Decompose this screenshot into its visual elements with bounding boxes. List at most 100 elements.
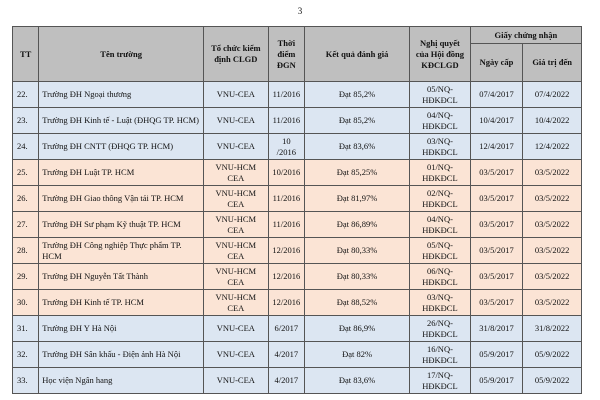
cell-valid-until: 12/4/2022 xyxy=(522,133,582,160)
table-row: 28. Trường ĐH Công nghiệp Thực phẩm TP. … xyxy=(11,237,582,264)
cell-issue-date: 10/4/2017 xyxy=(469,107,524,134)
cell-valid-until: 05/9/2022 xyxy=(522,367,582,394)
cell-result: Đạt 85,2% xyxy=(304,107,411,134)
cell-org: VNU-CEA xyxy=(202,133,269,160)
cell-result: Đạt 85,25% xyxy=(304,159,411,186)
cell-issue-date: 03/5/2017 xyxy=(469,159,524,186)
cell-issue-date: 03/5/2017 xyxy=(469,237,524,264)
cell-time: 12/2016 xyxy=(267,289,306,316)
table-row: 31. Trường ĐH Y Hà Nội VNU-CEA 6/2017 Đạ… xyxy=(11,315,582,342)
cell-tt: 33. xyxy=(11,367,40,394)
table-row: 22. Trường ĐH Ngoại thương VNU-CEA 11/20… xyxy=(11,81,582,108)
cell-time: 12/2016 xyxy=(267,263,306,290)
cell-time: 11/2016 xyxy=(267,107,306,134)
header-decision: Nghị quyết của Hội đồng KĐCLGD xyxy=(409,26,471,82)
cell-tt: 23. xyxy=(11,107,40,134)
header-issue-date: Ngày cấp xyxy=(469,43,524,82)
cell-name: Trường ĐH Sư phạm Kỹ thuật TP. HCM xyxy=(38,211,204,238)
cell-issue-date: 03/5/2017 xyxy=(469,263,524,290)
cell-valid-until: 07/4/2022 xyxy=(522,81,582,108)
cell-tt: 32. xyxy=(11,341,40,368)
cell-time: 11/2016 xyxy=(267,185,306,212)
cell-issue-date: 05/9/2017 xyxy=(469,367,524,394)
cell-decision: 04/NQ-HĐKĐCL xyxy=(409,211,471,238)
cell-result: Đạt 83,6% xyxy=(304,133,411,160)
cell-org: VNU-HCM CEA xyxy=(202,237,269,264)
cell-issue-date: 07/4/2017 xyxy=(469,81,524,108)
cell-result: Đạt 80,33% xyxy=(304,263,411,290)
cell-tt: 26. xyxy=(11,185,40,212)
page-number: 3 xyxy=(297,6,303,16)
cell-org: VNU-CEA xyxy=(202,315,269,342)
cell-decision: 05/NQ-HĐKĐCL xyxy=(409,237,471,264)
cell-decision: 03/NQ-HĐKĐCL xyxy=(409,133,471,160)
table-row: 33. Học viện Ngân hang VNU-CEA 4/2017 Đạ… xyxy=(11,367,582,394)
header-tt: TT xyxy=(11,26,40,82)
cell-time: 12/2016 xyxy=(267,237,306,264)
cell-name: Trường ĐH Nguyễn Tất Thành xyxy=(38,263,204,290)
cell-valid-until: 03/5/2022 xyxy=(522,159,582,186)
cell-name: Trường ĐH Y Hà Nội xyxy=(38,315,204,342)
cell-issue-date: 03/5/2017 xyxy=(469,185,524,212)
cell-result: Đạt 83,6% xyxy=(304,367,411,394)
cell-org: VNU-HCM CEA xyxy=(202,159,269,186)
cell-tt: 27. xyxy=(11,211,40,238)
cell-issue-date: 05/9/2017 xyxy=(469,341,524,368)
cell-name: Trường ĐH Công nghiệp Thực phẩm TP. HCM xyxy=(38,237,204,264)
table-row: 26. Trường ĐH Giao thông Vận tải TP. HCM… xyxy=(11,185,582,212)
table-row: 27. Trường ĐH Sư phạm Kỹ thuật TP. HCM V… xyxy=(11,211,582,238)
cell-issue-date: 03/5/2017 xyxy=(469,289,524,316)
cell-org: VNU-CEA xyxy=(202,81,269,108)
cell-result: Đạt 82% xyxy=(304,341,411,368)
cell-org: VNU-HCM CEA xyxy=(202,289,269,316)
cell-time: 10/2016 xyxy=(267,159,306,186)
cell-time: 6/2017 xyxy=(267,315,306,342)
cell-decision: 16/NQ-HĐKĐCL xyxy=(409,341,471,368)
cell-org: VNU-HCM CEA xyxy=(202,211,269,238)
cell-time: 11/2016 xyxy=(267,211,306,238)
header-name: Tên trường xyxy=(38,26,204,82)
table-row: 32. Trường ĐH Sân khấu - Điện ảnh Hà Nội… xyxy=(11,341,582,368)
cell-valid-until: 03/5/2022 xyxy=(522,211,582,238)
cell-time: 4/2017 xyxy=(267,367,306,394)
cell-tt: 25. xyxy=(11,159,40,186)
cell-result: Đạt 80,33% xyxy=(304,237,411,264)
cell-decision: 05/NQ-HĐKĐCL xyxy=(409,81,471,108)
cell-org: VNU-HCM CEA xyxy=(202,263,269,290)
cell-time: 4/2017 xyxy=(267,341,306,368)
cell-name: Trường ĐH Luật TP. HCM xyxy=(38,159,204,186)
cell-org: VNU-CEA xyxy=(202,367,269,394)
cell-org: VNU-HCM CEA xyxy=(202,185,269,212)
table-row: 29. Trường ĐH Nguyễn Tất Thành VNU-HCM C… xyxy=(11,263,582,290)
cell-result: Đạt 86,89% xyxy=(304,211,411,238)
cell-valid-until: 03/5/2022 xyxy=(522,289,582,316)
cell-valid-until: 03/5/2022 xyxy=(522,185,582,212)
header-valid-until: Giá trị đến xyxy=(522,43,582,82)
cell-decision: 03/NQ-HĐKĐCL xyxy=(409,289,471,316)
cell-name: Trường ĐH Kinh tế TP. HCM xyxy=(38,289,204,316)
cell-tt: 30. xyxy=(11,289,40,316)
cell-valid-until: 03/5/2022 xyxy=(522,237,582,264)
cell-decision: 06/NQ-HĐKĐCL xyxy=(409,263,471,290)
cell-decision: 26/NQ-HĐKĐCL xyxy=(409,315,471,342)
cell-tt: 31. xyxy=(11,315,40,342)
cell-result: Đạt 88,52% xyxy=(304,289,411,316)
table-row: 24. Trường ĐH CNTT (ĐHQG TP. HCM) VNU-CE… xyxy=(11,133,582,160)
cell-name: Trường ĐH Kinh tế - Luật (ĐHQG TP. HCM) xyxy=(38,107,204,134)
cell-decision: 17/NQ-HĐKĐCL xyxy=(409,367,471,394)
table-row: 23. Trường ĐH Kinh tế - Luật (ĐHQG TP. H… xyxy=(11,107,582,134)
cell-issue-date: 03/5/2017 xyxy=(469,211,524,238)
cell-result: Đạt 81,97% xyxy=(304,185,411,212)
cell-decision: 04/NQ-HĐKĐCL xyxy=(409,107,471,134)
header-org: Tổ chức kiểm định CLGD xyxy=(202,26,269,82)
header-time: Thời điểm ĐGN xyxy=(267,26,306,82)
cell-name: Học viện Ngân hang xyxy=(38,367,204,394)
cell-time: 11/2016 xyxy=(267,81,306,108)
cell-tt: 28. xyxy=(11,237,40,264)
cell-result: Đạt 86,9% xyxy=(304,315,411,342)
cell-valid-until: 31/8/2022 xyxy=(522,315,582,342)
cell-tt: 29. xyxy=(11,263,40,290)
cell-result: Đạt 85,2% xyxy=(304,81,411,108)
cell-issue-date: 12/4/2017 xyxy=(469,133,524,160)
accreditation-table: TT Tên trường Tổ chức kiểm định CLGD Thờ… xyxy=(11,26,583,394)
